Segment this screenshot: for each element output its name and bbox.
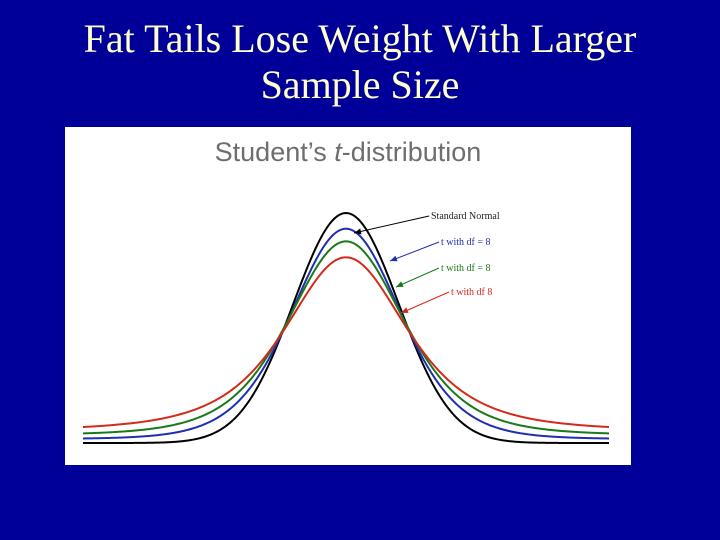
legend-label-1: t with df = 8: [441, 237, 491, 248]
chart-title-prefix: Student’s: [214, 137, 335, 167]
legend-arrowhead-2: [396, 281, 404, 287]
legend-arrowhead-1: [390, 255, 398, 262]
slide-title-line-1: Fat Tails Lose Weight With Larger: [83, 16, 637, 61]
chart-plot: Standard Normal t with df = 8 t with df = …: [82, 211, 610, 444]
slide-title: Fat Tails Lose Weight With Larger Sample…: [0, 16, 720, 108]
series-line-1: [82, 227, 610, 440]
legend-arrowhead-3: [401, 307, 409, 313]
chart-title: Student’s t-distribution: [65, 137, 631, 168]
legend-arrow-3: [400, 291, 450, 314]
legend-arrow-0: [353, 215, 430, 234]
chart-panel: Student’s t-distribution Standard Normal…: [65, 127, 631, 465]
series-line-0: [83, 212, 609, 444]
legend-label-3: t with df 8: [451, 287, 492, 298]
legend-label-0: Standard Normal: [431, 211, 500, 222]
legend-arrowhead-0: [354, 228, 362, 235]
series-line-3: [82, 256, 610, 429]
chart-title-suffix: -distribution: [341, 137, 482, 167]
legend-label-2: t with df = 8: [441, 263, 491, 274]
slide-title-line-2: Sample Size: [260, 62, 460, 107]
chart-title-italic: t: [334, 137, 342, 167]
legend-arrow-2: [395, 267, 440, 288]
legend-arrow-1: [389, 241, 440, 262]
series-line-2: [82, 240, 610, 435]
